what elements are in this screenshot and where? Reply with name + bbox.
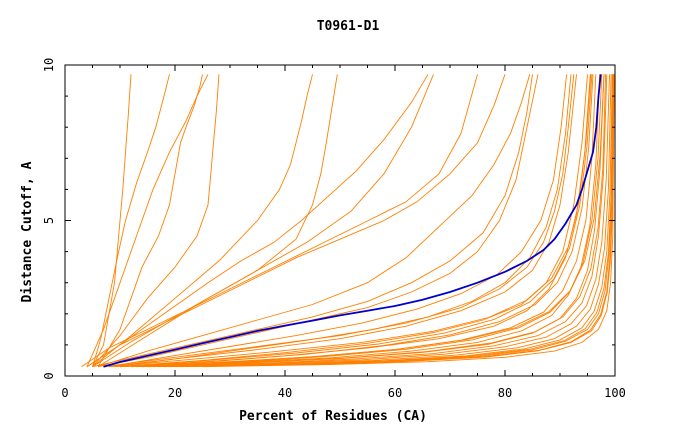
y-axis: 0 5 10: [42, 58, 615, 380]
series-line-32: [136, 74, 603, 368]
series-line-18: [119, 74, 591, 368]
series-line-15: [103, 74, 575, 368]
x-tick-label: 100: [604, 386, 626, 400]
plot-lines: [81, 74, 615, 368]
series-line-31: [119, 74, 593, 368]
x-tick-label: 60: [388, 386, 402, 400]
series-line-30: [125, 74, 594, 368]
series-line-13: [92, 74, 533, 368]
x-axis-label: Percent of Residues (CA): [239, 409, 427, 424]
series-line-20: [136, 74, 601, 368]
series-line-37: [130, 74, 605, 368]
series-line-22: [147, 74, 608, 368]
series-line-4: [97, 74, 203, 367]
series-line-11: [86, 74, 506, 368]
y-tick-label: 5: [42, 217, 56, 224]
series-line-3: [86, 74, 209, 367]
series-line-26: [174, 74, 614, 368]
series-line-38: [108, 74, 592, 368]
y-tick-label: 10: [42, 58, 56, 72]
series-line-33: [147, 74, 607, 368]
series-line-36: [202, 74, 615, 368]
series-line-6: [92, 74, 313, 368]
series-line-9: [92, 74, 434, 368]
y-tick-label: 0: [42, 372, 56, 379]
x-tick-label: 20: [168, 386, 182, 400]
series-line-8: [86, 74, 429, 368]
series-line-23: [152, 74, 610, 368]
series-line-10: [81, 74, 478, 368]
series-line-34: [169, 74, 614, 368]
series-line-5: [92, 74, 220, 367]
series-line-17: [114, 74, 588, 368]
series-line-1: [92, 74, 132, 367]
series-line-7: [97, 74, 338, 368]
highlight-series-line: [103, 74, 602, 368]
series-line-12: [97, 74, 531, 368]
x-tick-label: 40: [278, 386, 292, 400]
y-axis-label: Distance Cutoff, A: [20, 161, 35, 302]
series-line-14: [97, 74, 539, 368]
x-axis: 0 20 40 60 80 100: [61, 65, 626, 400]
series-line-2: [92, 74, 170, 367]
series-line-35: [180, 74, 615, 368]
series-line-25: [163, 74, 613, 368]
series-line-29: [108, 74, 568, 368]
series-line-16: [108, 74, 577, 368]
chart-title: T0961-D1: [317, 19, 380, 34]
series-line-24: [158, 74, 612, 368]
x-tick-label: 80: [498, 386, 512, 400]
series-line-21: [141, 74, 605, 368]
series-line-28: [114, 74, 572, 368]
x-tick-label: 0: [61, 386, 68, 400]
